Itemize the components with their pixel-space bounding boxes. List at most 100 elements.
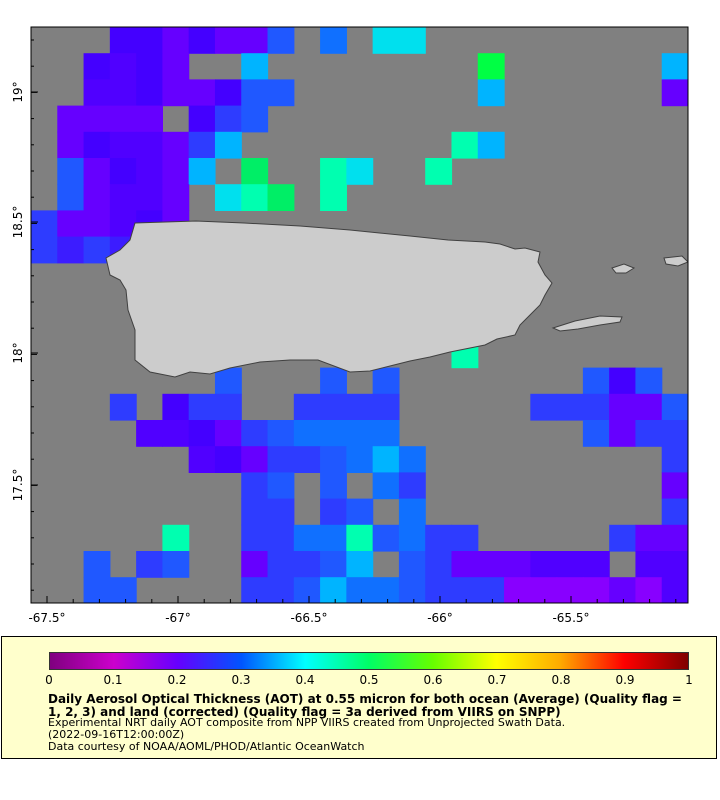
aot-pixel (162, 27, 190, 54)
aot-pixel (109, 53, 137, 80)
aot-pixel (241, 27, 269, 54)
aot-pixel (688, 184, 715, 211)
puerto-rico-land (105, 220, 553, 378)
aot-pixel (714, 577, 720, 604)
aot-pixel (688, 289, 715, 316)
aot-pixel (661, 577, 688, 603)
aot-pixel (478, 603, 505, 630)
aot-pixel (267, 184, 295, 211)
aot-pixel (214, 105, 242, 133)
aot-pixel (635, 524, 663, 552)
aot-pixel (267, 420, 295, 447)
aot-pixel (83, 184, 111, 211)
aot-pixel (162, 158, 190, 185)
aot-pixel (136, 551, 163, 578)
aot-pixel (398, 446, 426, 473)
aot-pixel (688, 27, 715, 54)
aot-pixel (451, 131, 479, 159)
aot-pixel (293, 446, 321, 473)
aot-pixel (136, 105, 163, 133)
aot-pixel (714, 551, 720, 578)
colorbar-tick-0-1: 0.1 (103, 673, 123, 687)
aot-pixel (714, 263, 720, 290)
aot-pixel (582, 393, 610, 421)
aot-pixel (688, 630, 715, 635)
aot-pixel-grid (31, 27, 720, 635)
aot-pixel (214, 79, 242, 107)
aot-pixel (162, 551, 190, 578)
aot-pixel (241, 603, 268, 630)
aot-pixel (504, 630, 531, 635)
aot-pixel (714, 237, 720, 264)
aot-pixel (635, 603, 662, 630)
aot-pixel (57, 105, 85, 133)
aot-pixel (477, 551, 505, 578)
aot-pixel (609, 577, 637, 603)
aot-pixel (661, 420, 688, 447)
aot-pixel (136, 79, 163, 107)
colorbar-tick-0-9: 0.9 (615, 673, 635, 687)
colorbar-tick-0-7: 0.7 (487, 673, 507, 687)
aot-pixel (136, 131, 163, 159)
aot-pixel (477, 131, 505, 159)
aot-pixel (241, 79, 269, 107)
aot-pixel (688, 499, 715, 526)
aot-pixel (57, 184, 85, 211)
aot-pixel (372, 446, 400, 473)
aot-pixel (267, 79, 295, 107)
aot-pixel (109, 79, 137, 107)
aot-pixel (662, 630, 689, 635)
aot-pixel (188, 131, 216, 159)
aot-pixel (609, 393, 637, 421)
aot-pixel (635, 630, 662, 635)
aot-pixel (661, 393, 688, 421)
aot-pixel (372, 577, 400, 603)
aot-pixel (714, 420, 720, 447)
aot-pixel (346, 551, 374, 578)
aot-pixel (688, 603, 715, 630)
aot-pixel (320, 158, 347, 185)
aot-pixel (451, 577, 479, 603)
aot-pixel (714, 289, 720, 316)
aot-pixel (293, 420, 321, 447)
lon-label-66-5: -66.5° (290, 611, 327, 625)
aot-pixel (189, 603, 216, 630)
aot-pixel (530, 551, 558, 578)
aot-pixel (320, 577, 347, 603)
aot-pixel (609, 603, 636, 630)
aot-pixel (57, 236, 85, 264)
aot-pixel (136, 630, 163, 635)
colorbar-tick-0-2: 0.2 (167, 673, 187, 687)
lat-label-18: 18° (11, 342, 25, 363)
aot-pixel (346, 524, 374, 552)
aot-pixel (136, 158, 163, 185)
aot-pixel (398, 577, 426, 603)
legend-timestamp: (2022-09-16T12:00:00Z) (48, 728, 185, 741)
aot-pixel (214, 446, 242, 473)
aot-pixel (188, 27, 216, 54)
aot-pixel (214, 393, 242, 421)
aot-pixel (425, 524, 453, 552)
aot-pixel (477, 79, 505, 107)
aot-pixel (346, 577, 374, 603)
aot-pixel (398, 551, 426, 578)
aot-pixel (583, 630, 610, 635)
aot-pixel (372, 472, 400, 500)
legend-panel: 0 0.1 0.2 0.3 0.4 0.5 0.6 0.7 0.8 0.9 1 … (1, 636, 717, 759)
aot-pixel (688, 210, 715, 237)
aot-pixel (109, 131, 137, 159)
aot-pixel (109, 577, 137, 603)
aot-pixel (346, 603, 373, 630)
aot-pixel (293, 393, 321, 421)
colorbar-tick-0: 0 (45, 673, 53, 687)
aot-pixel (398, 498, 426, 526)
aot-pixel (293, 577, 321, 603)
aot-pixel (267, 27, 295, 54)
aot-pixel (477, 53, 505, 80)
aot-pixel (188, 393, 216, 421)
aot-pixel (346, 630, 373, 635)
aot-pixel (241, 551, 269, 578)
aot-pixel (267, 446, 295, 473)
aot-pixel (425, 158, 453, 185)
aot-pixel (162, 393, 190, 421)
